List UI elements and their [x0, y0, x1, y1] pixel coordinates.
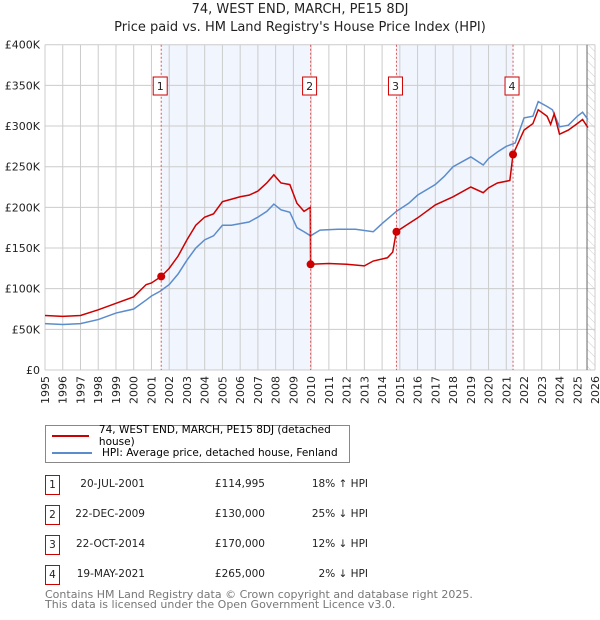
x-tick-label: 2012 [341, 376, 354, 404]
sale-label-box [387, 76, 403, 96]
sale-point [392, 227, 401, 236]
sale-point [157, 272, 166, 281]
y-tick-label: £300K [5, 120, 41, 133]
sale-hpi-diff: 25% ↓ HPI [311, 508, 368, 520]
x-tick-label: 2002 [163, 376, 176, 404]
x-tick-label: 2003 [181, 376, 194, 404]
x-tick-label: 2021 [500, 376, 513, 404]
x-tick-label: 2007 [252, 376, 265, 404]
x-tick-label: 2025 [571, 376, 584, 404]
plot-area: 1995 1996 1997 1998 1999 2000 2001 2002 2003 2004… [5, 39, 600, 404]
x-tick-label: 2010 [305, 376, 318, 404]
x-tick-label: 2004 [199, 376, 212, 404]
x-tick-label: 2024 [554, 376, 567, 404]
x-tick-label: 1997 [74, 376, 87, 404]
sale-hpi-diff: 12% ↓ HPI [311, 538, 368, 550]
x-tick-label: 2009 [287, 376, 300, 404]
sale-label: 1 [157, 80, 164, 93]
sale-price: £114,995 [214, 478, 265, 490]
y-tick-label: £0 [26, 364, 40, 377]
x-tick-label: 2023 [536, 376, 549, 404]
x-tick-label: 2018 [447, 376, 460, 404]
sale-label: 4 [509, 80, 516, 93]
sale-price: £265,000 [214, 568, 265, 580]
x-tick-label: 2016 [412, 376, 425, 404]
y-tick-label: £50K [12, 323, 41, 336]
sale-number: 3 [45, 535, 60, 555]
y-tick-label: £250K [5, 161, 41, 174]
x-tick-label: 2008 [270, 376, 283, 404]
x-tick-label: 1998 [92, 376, 105, 404]
y-tick-label: £200K [5, 201, 41, 214]
sale-number: 2 [45, 505, 60, 525]
x-tick-label: 2013 [358, 376, 371, 404]
legend-swatch-price [52, 435, 89, 437]
x-tick-label: 2006 [234, 376, 247, 404]
x-tick-label: 1995 [39, 376, 52, 404]
sale-label-box [152, 76, 168, 96]
y-tick-label: £150K [5, 242, 41, 255]
legend: 74, WEST END, MARCH, PE15 8DJ (detached … [45, 424, 350, 463]
x-tick-label: 2022 [518, 376, 531, 404]
sale-price: £130,000 [214, 508, 265, 520]
chart-subtitle: Price paid vs. HM Land Registry's House … [114, 20, 486, 35]
sale-label: 2 [306, 80, 313, 93]
sales-table-row: 3 22-OCT-2014 £170,000 12% ↓ HPI [45, 535, 375, 555]
sale-date: 20-JUL-2001 [80, 478, 145, 490]
series-line-price [44, 108, 589, 318]
x-tick-label: 2019 [465, 376, 478, 404]
x-tick-label: 2001 [145, 376, 158, 404]
sale-date: 19-MAY-2021 [76, 568, 145, 580]
y-tick-label: £100K [5, 283, 41, 296]
x-tick-label: 1999 [110, 376, 123, 404]
x-tick-label: 2000 [128, 376, 141, 404]
sale-price: £170,000 [214, 538, 265, 550]
footer-copyright: Contains HM Land Registry data © Crown c… [45, 588, 473, 601]
chart-title: 74, WEST END, MARCH, PE15 8DJ [191, 2, 409, 17]
x-tick-label: 1996 [57, 376, 70, 404]
y-tick-label: £350K [5, 79, 41, 92]
footer: Contains HM Land Registry data © Crown c… [45, 588, 473, 611]
x-tick-label: 2014 [376, 376, 389, 404]
sales-table-row: 1 20-JUL-2001 £114,995 18% ↑ HPI [45, 475, 375, 495]
x-tick-label: 2026 [589, 376, 600, 404]
legend-label-hpi: HPI: Average price, detached house, Fenl… [102, 447, 338, 459]
sale-number: 4 [45, 565, 60, 585]
sale-hpi-diff: 2% ↓ HPI [318, 568, 368, 580]
sale-date: 22-OCT-2014 [76, 538, 145, 550]
sale-point [509, 150, 518, 159]
sale-number: 1 [45, 475, 60, 495]
x-tick-label: 2005 [216, 376, 229, 404]
sale-point [306, 260, 315, 269]
x-tick-label: 2015 [394, 376, 407, 404]
footer-licence: This data is licensed under the Open Gov… [45, 598, 396, 611]
x-tick-label: 2011 [323, 376, 336, 404]
legend-label-price: 74, WEST END, MARCH, PE15 8DJ (detached … [98, 424, 331, 448]
y-tick-label: £400K [5, 39, 41, 52]
sale-hpi-diff: 18% ↑ HPI [311, 478, 368, 490]
sale-label-box [504, 76, 520, 96]
sale-date: 22-DEC-2009 [75, 508, 145, 520]
legend-swatch-hpi [52, 452, 92, 454]
sale-label-box [302, 76, 318, 96]
series-line-hpi [44, 100, 589, 326]
x-tick-label: 2020 [483, 376, 496, 404]
x-tick-label: 2017 [429, 376, 442, 404]
sales-table-row: 4 19-MAY-2021 £265,000 2% ↓ HPI [45, 565, 375, 585]
sale-label: 3 [392, 80, 399, 93]
sales-table-row: 2 22-DEC-2009 £130,000 25% ↓ HPI [45, 505, 375, 525]
